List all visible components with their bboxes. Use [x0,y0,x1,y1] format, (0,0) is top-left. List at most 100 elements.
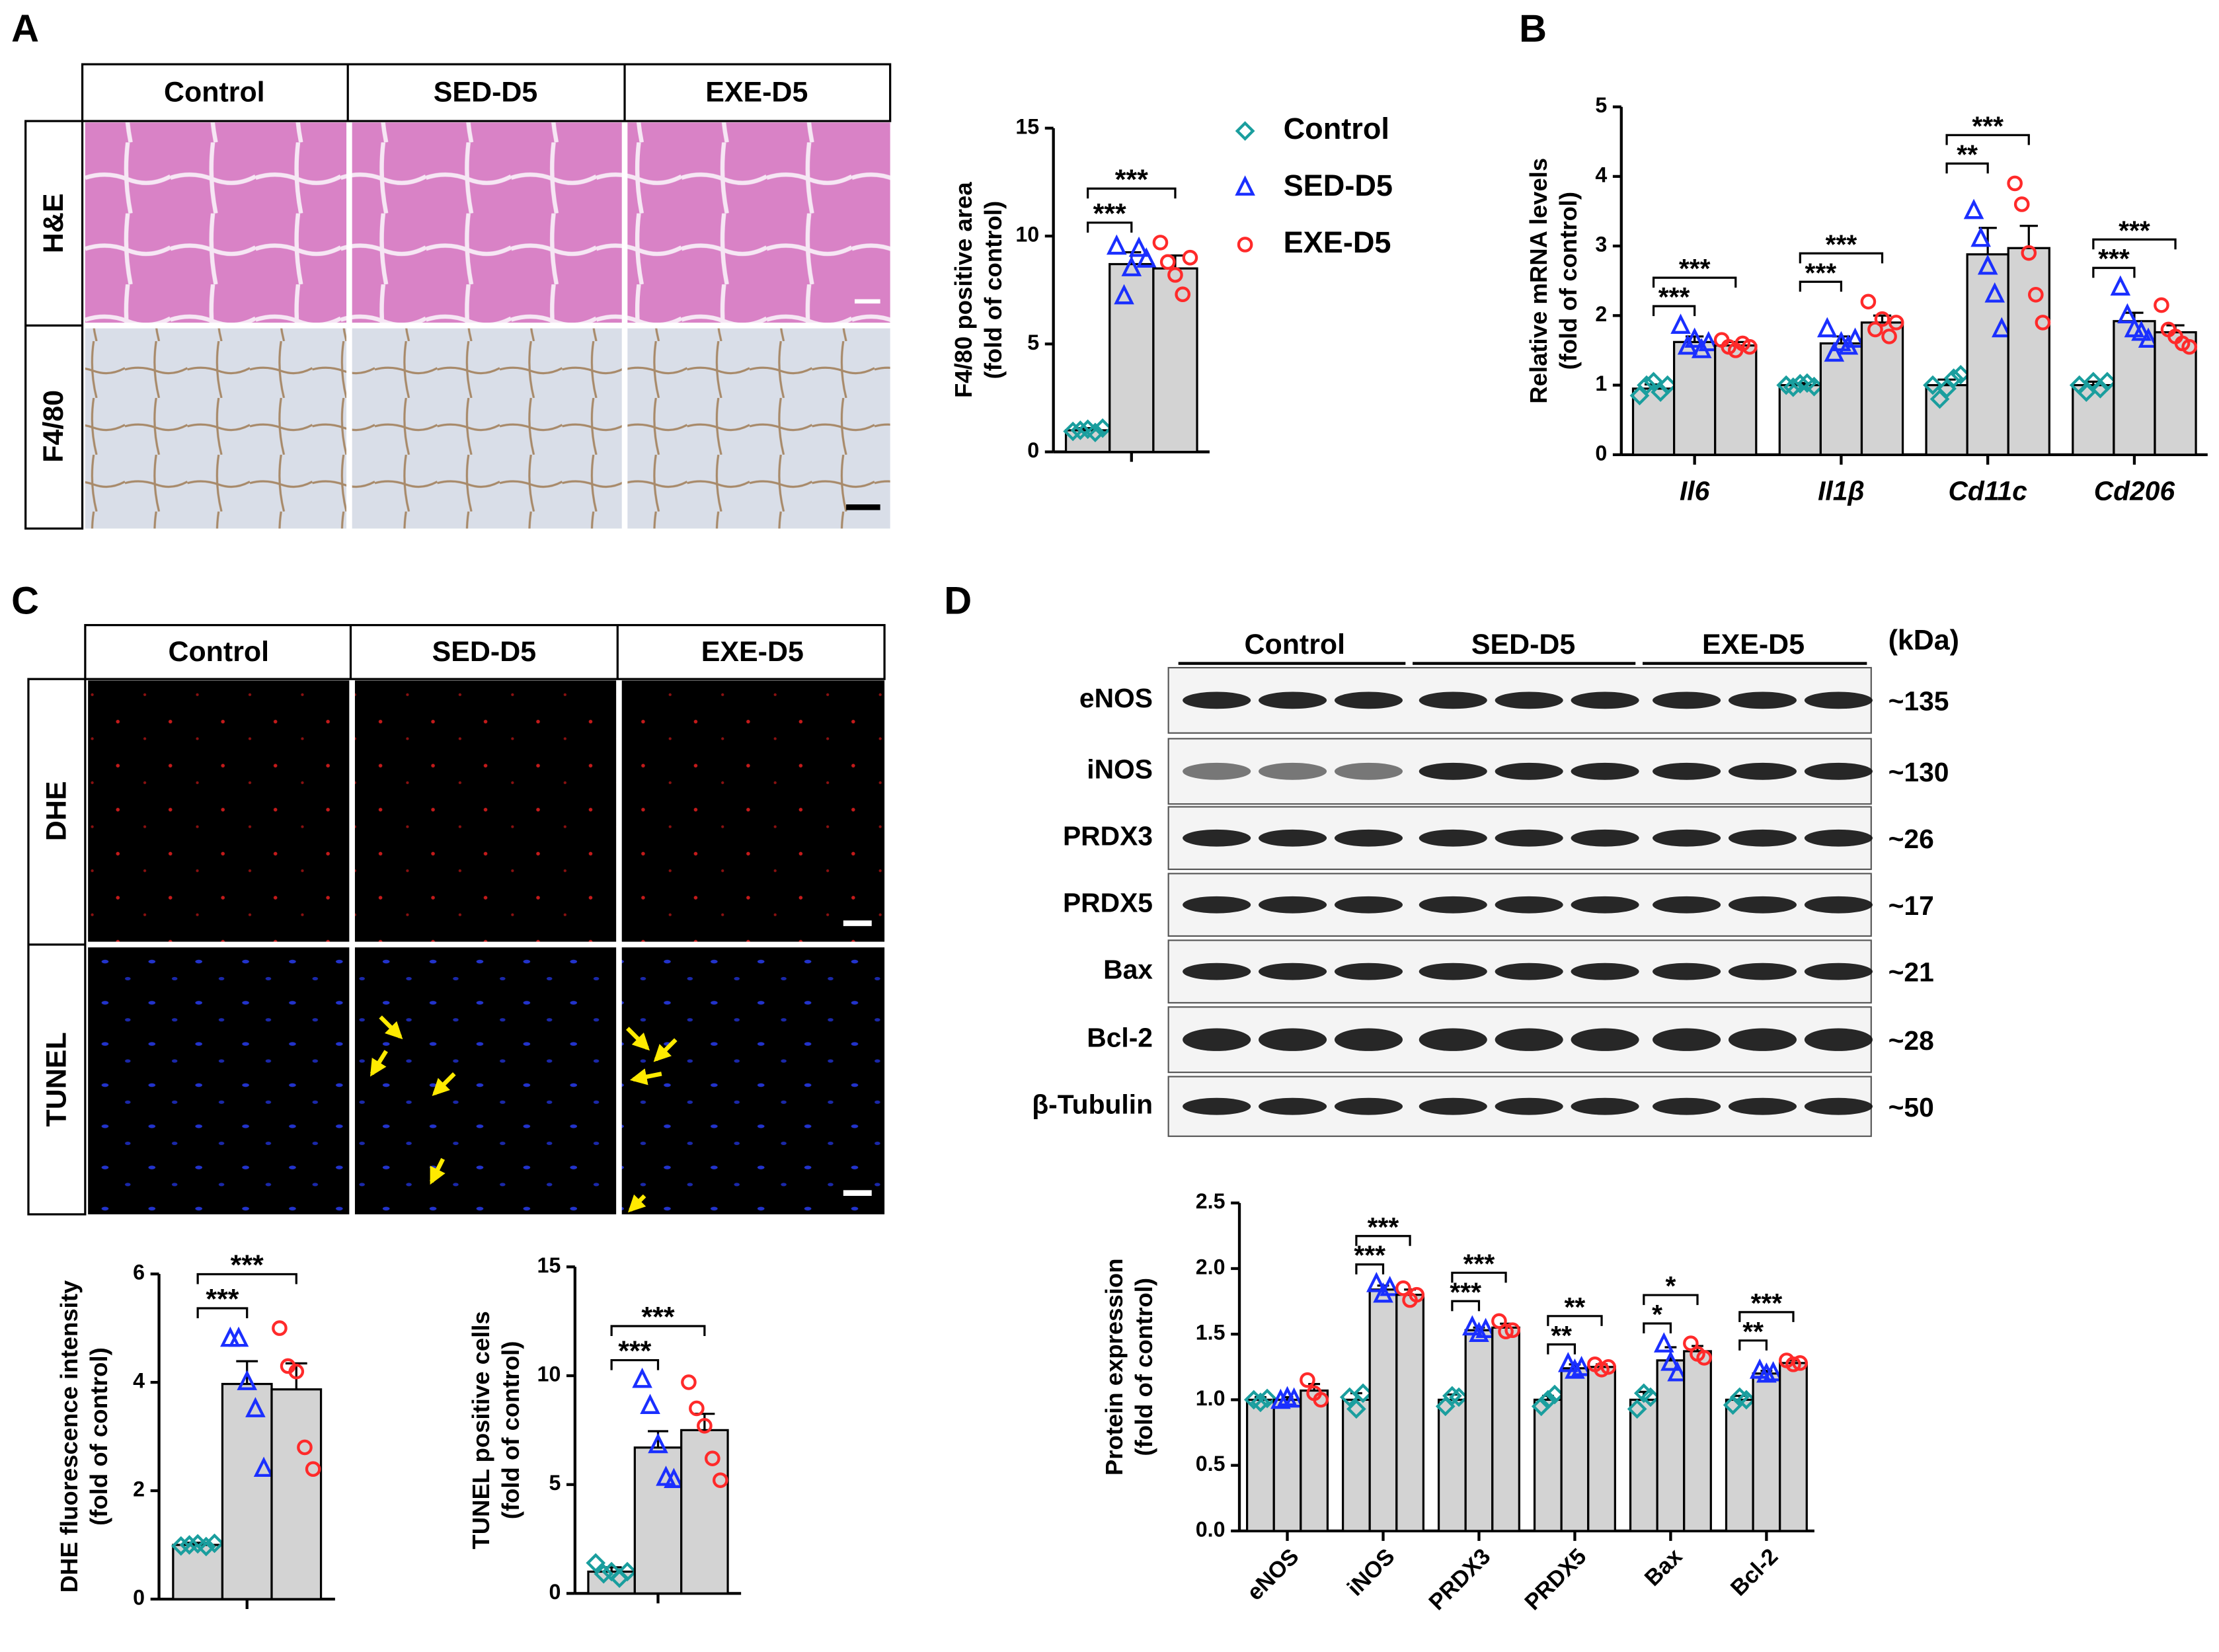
point [1923,375,1943,395]
significance-bracket [1643,1294,1699,1306]
header-box [84,623,886,680]
blot-band [1571,963,1639,980]
point [1742,338,1758,355]
micrograph [627,122,890,323]
significance: *** [1658,282,1690,312]
micrograph [352,328,622,529]
y-axis-label: (fold of control) [497,1341,524,1520]
blot-band [1653,691,1721,709]
row-label: DHE [40,781,72,842]
point [1888,315,1904,331]
y-axis-label: Protein expression [1101,1259,1128,1476]
point [617,1561,637,1582]
point [1462,1315,1483,1336]
protein-size: ~28 [1888,1025,1934,1056]
panel-label: B [1519,8,1547,50]
column-header: Control [164,77,265,108]
significance-bracket [1451,1300,1481,1312]
x-tick-label: iNOS [1343,1544,1399,1600]
blot-band [1571,1028,1639,1051]
y-axis-label: (fold of control) [85,1347,112,1526]
significance-bracket [1799,252,1884,264]
micrograph [354,680,617,942]
legend-marker [1235,121,1255,141]
point [1684,327,1705,348]
point [1152,235,1169,251]
significance-bracket [2092,238,2177,250]
y-tick-label: 0.5 [1196,1452,1226,1475]
point [245,1397,266,1417]
blot-band [1571,691,1639,709]
y-tick-label: 1 [1595,372,1607,395]
point [712,1472,728,1488]
point [1860,294,1877,310]
blot-band [1183,896,1251,914]
point [237,1370,258,1390]
imaging-a [24,63,892,530]
point [1785,1357,1801,1372]
protein-size: ~135 [1888,686,1949,716]
y-axis-label: (fold of control) [1130,1278,1157,1456]
point [648,1433,668,1454]
protein-name: β-Tubulin [1032,1089,1153,1119]
y-tick-label: 1.0 [1196,1386,1226,1410]
point [705,1450,720,1467]
blot-band [1183,963,1251,980]
x-tick-label: Il1β [1818,476,1865,506]
point [2007,175,2023,192]
blot-group: EXE-D5 [1702,629,1805,660]
x-tick-label: Cd11c [1948,476,2027,506]
significance-bracket [196,1273,297,1284]
blot-band [1259,1097,1327,1115]
bar [1272,1398,1302,1532]
point [196,1536,216,1557]
blot-band [1419,963,1487,980]
blot-band [1804,1097,1873,1115]
blot-band [1804,963,1873,980]
significance-bracket [2092,266,2136,278]
significance: *** [618,1335,651,1367]
blot-band [1419,691,1487,709]
y-tick-label: 10 [537,1362,561,1386]
point [1366,1272,1387,1292]
point [1167,267,1183,283]
point [681,1374,697,1390]
y-tick-label: 3 [1595,233,1607,256]
column-header: Control [168,636,269,668]
significance-bracket [1945,162,1989,174]
significance-bracket [1355,1235,1411,1246]
x-tick-label: Il6 [1680,476,1710,506]
point [1107,234,1127,255]
bar [2113,320,2156,456]
point [1380,1275,1400,1296]
bar [1533,1398,1563,1532]
protein-name: PRDX5 [1063,887,1153,918]
x-tick-label: eNOS [1242,1544,1304,1605]
point [1442,1386,1462,1406]
point [1943,368,1964,388]
point [1469,1321,1489,1343]
significance: *** [206,1284,239,1316]
x-tick-label: PRDX3 [1424,1544,1496,1615]
significance: * [1665,1271,1676,1301]
error-bar [2019,224,2038,249]
micrograph [88,680,350,942]
bar [1491,1326,1520,1532]
point [586,1553,606,1573]
point [1963,198,1984,219]
point [1182,249,1198,266]
micrograph [88,947,350,1214]
protein-name: PRDX3 [1063,821,1153,851]
blot-band [1571,896,1639,914]
bar [1629,1398,1658,1532]
significance: *** [1450,1277,1481,1307]
blot-band [1495,1028,1563,1051]
blot-band [1495,691,1563,709]
blot-band [1419,1097,1487,1115]
point [2181,338,2197,355]
significance: *** [1751,1288,1783,1318]
blot-band [1259,762,1327,780]
point [171,1536,191,1556]
point [1696,1350,1712,1366]
